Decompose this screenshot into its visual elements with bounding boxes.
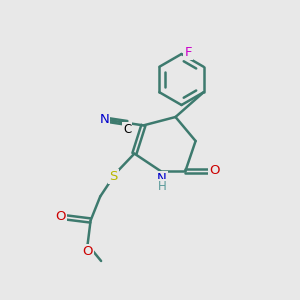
Text: F: F	[184, 46, 192, 59]
Text: O: O	[209, 164, 220, 178]
Text: N: N	[157, 172, 167, 185]
Text: C: C	[123, 123, 131, 136]
Text: H: H	[158, 179, 166, 193]
Text: N: N	[99, 113, 109, 126]
Text: O: O	[56, 210, 66, 224]
Text: S: S	[109, 170, 118, 183]
Text: O: O	[82, 244, 93, 258]
